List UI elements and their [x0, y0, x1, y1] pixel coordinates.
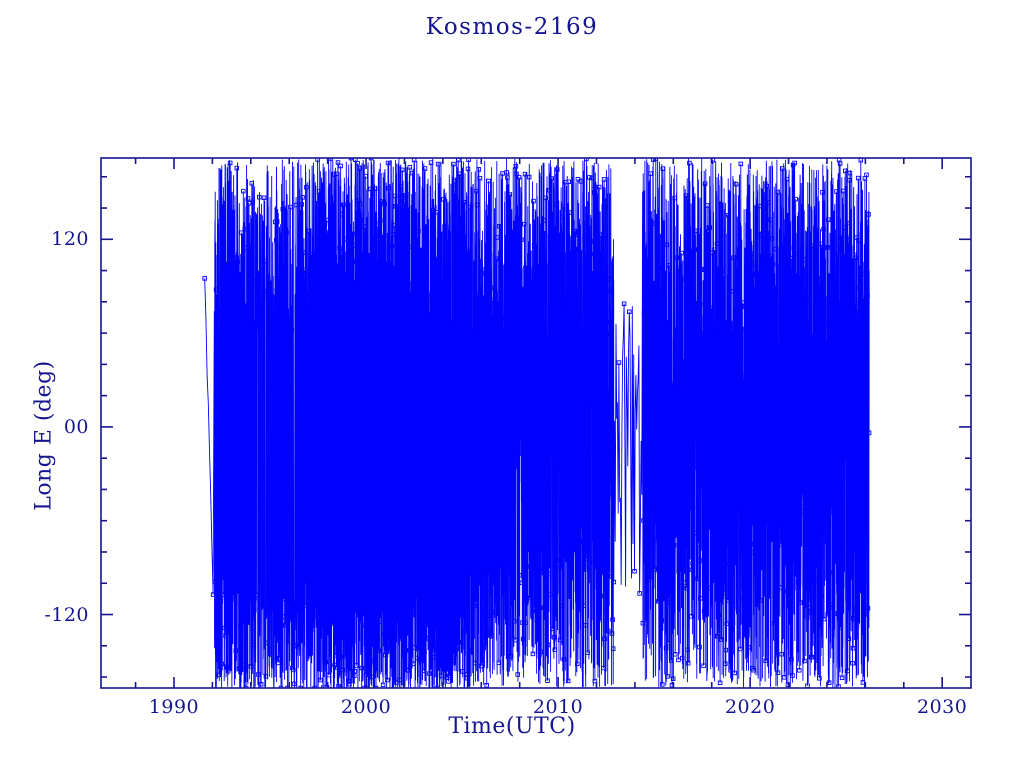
y-tick-label: -120 [44, 603, 89, 626]
x-tick-label: 2030 [917, 696, 968, 718]
data-series-layer [202, 158, 872, 688]
axis-frame-layer [100, 157, 972, 689]
y-tick-label: 00 [63, 415, 89, 438]
chart-title: Kosmos-2169 [425, 14, 599, 40]
x-tick-label: 2010 [532, 696, 584, 718]
y-tick-label: 120 [51, 228, 89, 251]
x-tick-label: 1990 [148, 696, 200, 718]
x-tick-label: 2020 [724, 696, 776, 718]
y-axis-title: Long E (deg) [31, 360, 57, 511]
x-tick-label: 2000 [340, 696, 392, 718]
x-axis-title: Time(UTC) [448, 714, 576, 739]
